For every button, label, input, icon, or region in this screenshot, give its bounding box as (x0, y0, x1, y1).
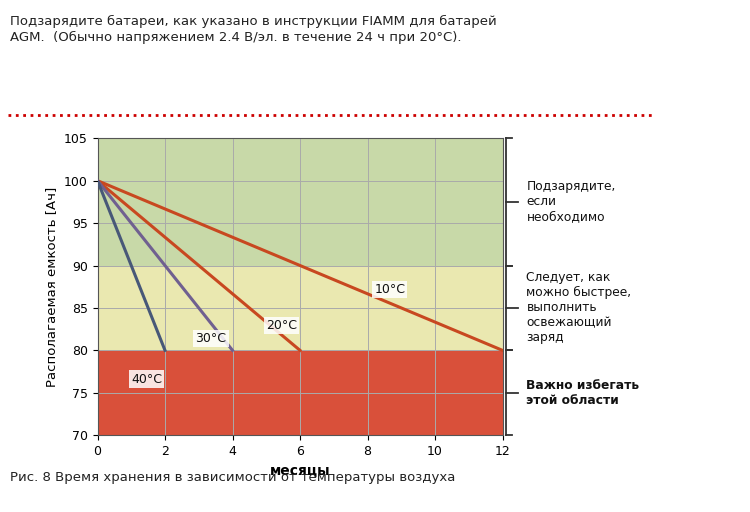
Text: Подзарядите,
если
необходимо: Подзарядите, если необходимо (526, 180, 616, 223)
Text: 10°C: 10°C (374, 283, 405, 295)
Text: Важно избегать
этой области: Важно избегать этой области (526, 379, 640, 407)
Bar (98, 266, 502, 350)
Y-axis label: Располагаемая емкость [Ач]: Располагаемая емкость [Ач] (45, 186, 58, 387)
Text: 30°C: 30°C (195, 332, 226, 345)
Bar (98, 350, 502, 435)
Text: Следует, как
можно быстрее,
выполнить
освежающий
заряд: Следует, как можно быстрее, выполнить ос… (526, 271, 632, 345)
Bar (98, 138, 502, 266)
X-axis label: месяцы: месяцы (270, 463, 330, 478)
Text: 20°C: 20°C (266, 319, 297, 332)
Text: Подзарядите батареи, как указано в инструкции FIAMM для батарей
AGM.  (Обычно на: Подзарядите батареи, как указано в инстр… (10, 15, 496, 44)
Text: Рис. 8 Время хранения в зависимости от температуры воздуха: Рис. 8 Время хранения в зависимости от т… (10, 471, 455, 484)
Text: 40°C: 40°C (131, 373, 162, 386)
